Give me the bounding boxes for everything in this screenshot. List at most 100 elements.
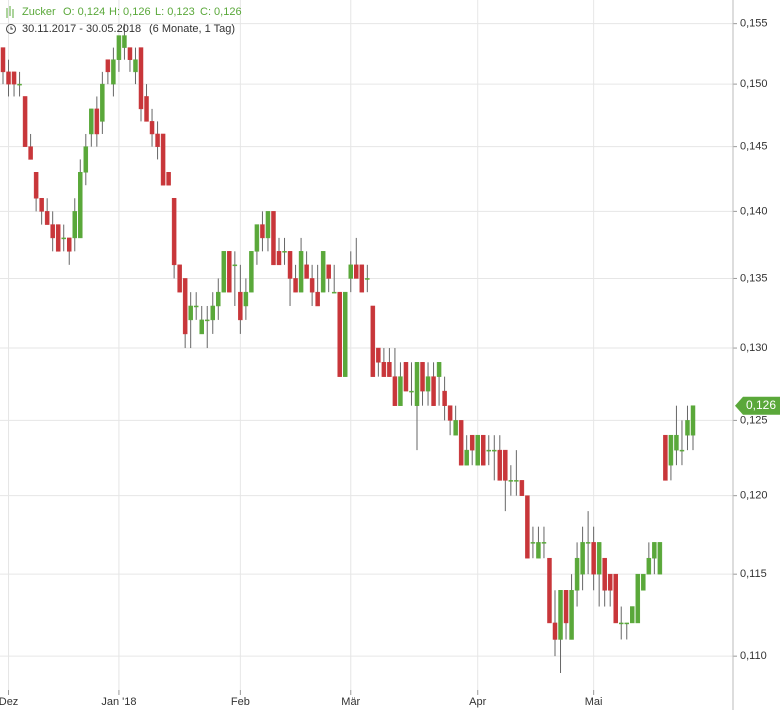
candle-body [271,211,276,266]
candle-body [602,557,607,591]
period: (6 Monate, 1 Tag) [149,23,235,35]
candle-body [105,59,111,73]
candle-body [0,47,6,73]
candle-body [596,542,602,575]
y-tick-label: 0,130 [740,342,768,354]
candle-body [580,542,585,575]
candle-body [563,590,569,624]
candle-body [265,211,271,239]
candle-body [83,146,89,173]
candle-body [61,237,66,240]
candle-body [514,480,519,482]
candle-body [127,47,133,60]
candle-body [342,291,348,377]
candle-body [447,405,453,421]
candle-body [370,305,376,377]
clock-hand [10,26,13,30]
candle-body [519,480,525,496]
candle-body [149,121,155,135]
candle-body [348,264,354,279]
candle-body [282,251,287,253]
candle-body [177,264,182,293]
low-label: L: 0,123 [155,6,195,18]
candle-body [320,251,326,293]
candle-body [221,251,227,293]
candle-body [22,96,28,147]
candle-body [492,449,497,452]
candle-body [679,449,685,452]
candle-body [591,542,596,575]
candle-body [66,237,72,252]
y-tick-label: 0,135 [740,272,768,284]
y-tick-label: 0,140 [740,205,768,217]
candle-body [503,449,508,481]
candle-body [613,573,618,624]
candle-body [254,224,260,252]
candle-body [558,590,563,640]
candle-body [547,557,552,624]
candle-body [89,108,94,135]
candle-body [376,347,381,363]
candle-body [17,83,22,86]
candle-body [674,434,679,451]
candle-body [188,305,193,321]
candle-body [469,434,475,451]
y-tick-label: 0,110 [740,650,767,662]
candle-body [138,47,144,110]
candle-body [646,557,652,575]
candle-body [381,362,387,377]
candle-body [204,319,210,322]
candle-body [365,278,370,280]
symbol: Zucker [22,6,56,18]
candle-body [685,420,690,436]
candle-body [552,622,558,640]
y-tick-label: 0,150 [740,78,768,90]
candle-body [525,495,530,559]
candle-body [486,449,492,452]
candle-body [630,606,635,624]
candle-body [436,362,442,377]
candle-body [618,622,624,625]
candle-body [403,362,409,392]
candle-body [216,291,221,307]
candle-body [227,251,232,293]
symbol-icon [6,6,14,18]
candle-body [33,172,39,199]
candle-body [249,251,254,293]
y-tick-label: 0,115 [740,568,767,580]
candle-body [392,376,398,406]
candle-body [387,362,392,377]
close-label: C: 0,126 [200,6,242,18]
candle-body [44,211,50,225]
y-tick-label: 0,145 [740,141,768,153]
candle-body [641,573,646,591]
candle-body [569,590,574,640]
candle-body [420,362,425,392]
candle-body [193,305,199,308]
candle-body [431,376,436,406]
candle-body [243,291,249,307]
candle-body [414,362,420,406]
x-tick-label: Dez [0,696,18,708]
candle-body [690,405,696,436]
candle-body [508,480,514,482]
candle-body [458,420,464,466]
candle-body [453,420,458,436]
candle-body [657,542,663,575]
candle-body [315,291,320,307]
candle-body [425,376,431,392]
candle-body [160,133,166,186]
candle-body [28,146,33,160]
candle-body [475,434,480,466]
candle-body [497,449,503,481]
candle-body [635,573,641,624]
candle-body [116,35,122,60]
candle-body [100,83,105,122]
candle-body [11,71,17,85]
candle-body [663,434,668,481]
candle-body [122,35,127,48]
candle-body [541,542,547,544]
candle-body [293,278,298,293]
candle-body [480,434,486,466]
